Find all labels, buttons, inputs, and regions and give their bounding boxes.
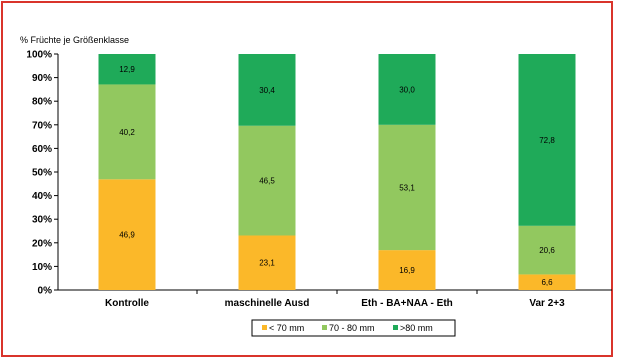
y-tick-label: 50% (32, 168, 52, 179)
y-tick-label: 10% (32, 262, 52, 273)
legend-label: >80 mm (400, 323, 433, 333)
bar-segment (378, 250, 436, 290)
data-label: 53,1 (399, 183, 415, 192)
y-tick-label: 0% (38, 286, 53, 297)
y-tick-label: 60% (32, 144, 52, 155)
x-tick-label: Var 2+3 (529, 298, 565, 309)
y-tick-label: 40% (32, 191, 52, 202)
data-label: 6,6 (541, 278, 553, 287)
legend-label: 70 - 80 mm (329, 323, 375, 333)
y-tick-label: 100% (26, 50, 52, 61)
legend-box (251, 319, 456, 337)
y-tick-label: 20% (32, 238, 52, 249)
legend-swatch (393, 325, 398, 330)
data-label: 72,8 (539, 136, 555, 145)
bar-segment (378, 54, 436, 125)
bar-segment (518, 274, 576, 290)
data-label: 20,6 (539, 246, 555, 255)
bar-segment (518, 54, 576, 226)
legend-label: < 70 mm (269, 323, 304, 333)
bar-segment (98, 54, 156, 85)
bar-segment (238, 54, 296, 126)
legend-swatch (322, 325, 327, 330)
y-tick-label: 30% (32, 215, 52, 226)
data-label: 30,4 (259, 86, 275, 95)
data-label: 12,9 (119, 65, 135, 74)
chart-title: % Früchte je Größenklasse (20, 35, 129, 45)
bar-segment (518, 225, 576, 275)
x-tick-label: Eth - BA+NAA - Eth (361, 298, 453, 309)
bar-segment (238, 235, 296, 290)
data-label: 40,2 (119, 128, 135, 137)
bar-segment (378, 124, 436, 251)
y-tick-labels: 0% 10% 20% 30% 40% 50% 60% 70% 80% 90% 100% (26, 50, 52, 297)
bar-segment (98, 179, 156, 290)
bar-segment (98, 84, 156, 180)
data-label: 46,9 (119, 231, 135, 240)
y-tick-label: 90% (32, 73, 52, 84)
data-label: 23,1 (259, 259, 275, 268)
y-tick-label: 70% (32, 120, 52, 131)
x-tick-label: Kontrolle (105, 298, 149, 309)
y-tick-label: 80% (32, 97, 52, 108)
x-tick-labels: Kontrolle maschinelle Ausd Eth - BA+NAA - … (105, 298, 565, 309)
bars: 46,9 40,2 12,9 23,1 46,5 30,4 16,9 53,1 30,0 6,6 2… (98, 54, 576, 290)
x-tick-label: maschinelle Ausd (225, 298, 310, 309)
data-label: 30,0 (399, 85, 415, 94)
bar-segment (238, 125, 296, 236)
data-label: 46,5 (259, 177, 275, 186)
data-label: 16,9 (399, 266, 415, 275)
legend-swatch (262, 325, 267, 330)
legend: < 70 mm 70 - 80 mm >80 mm (251, 319, 456, 337)
